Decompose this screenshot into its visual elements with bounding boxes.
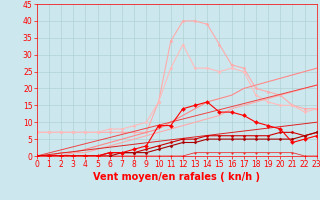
X-axis label: Vent moyen/en rafales ( kn/h ): Vent moyen/en rafales ( kn/h ) [93, 172, 260, 182]
